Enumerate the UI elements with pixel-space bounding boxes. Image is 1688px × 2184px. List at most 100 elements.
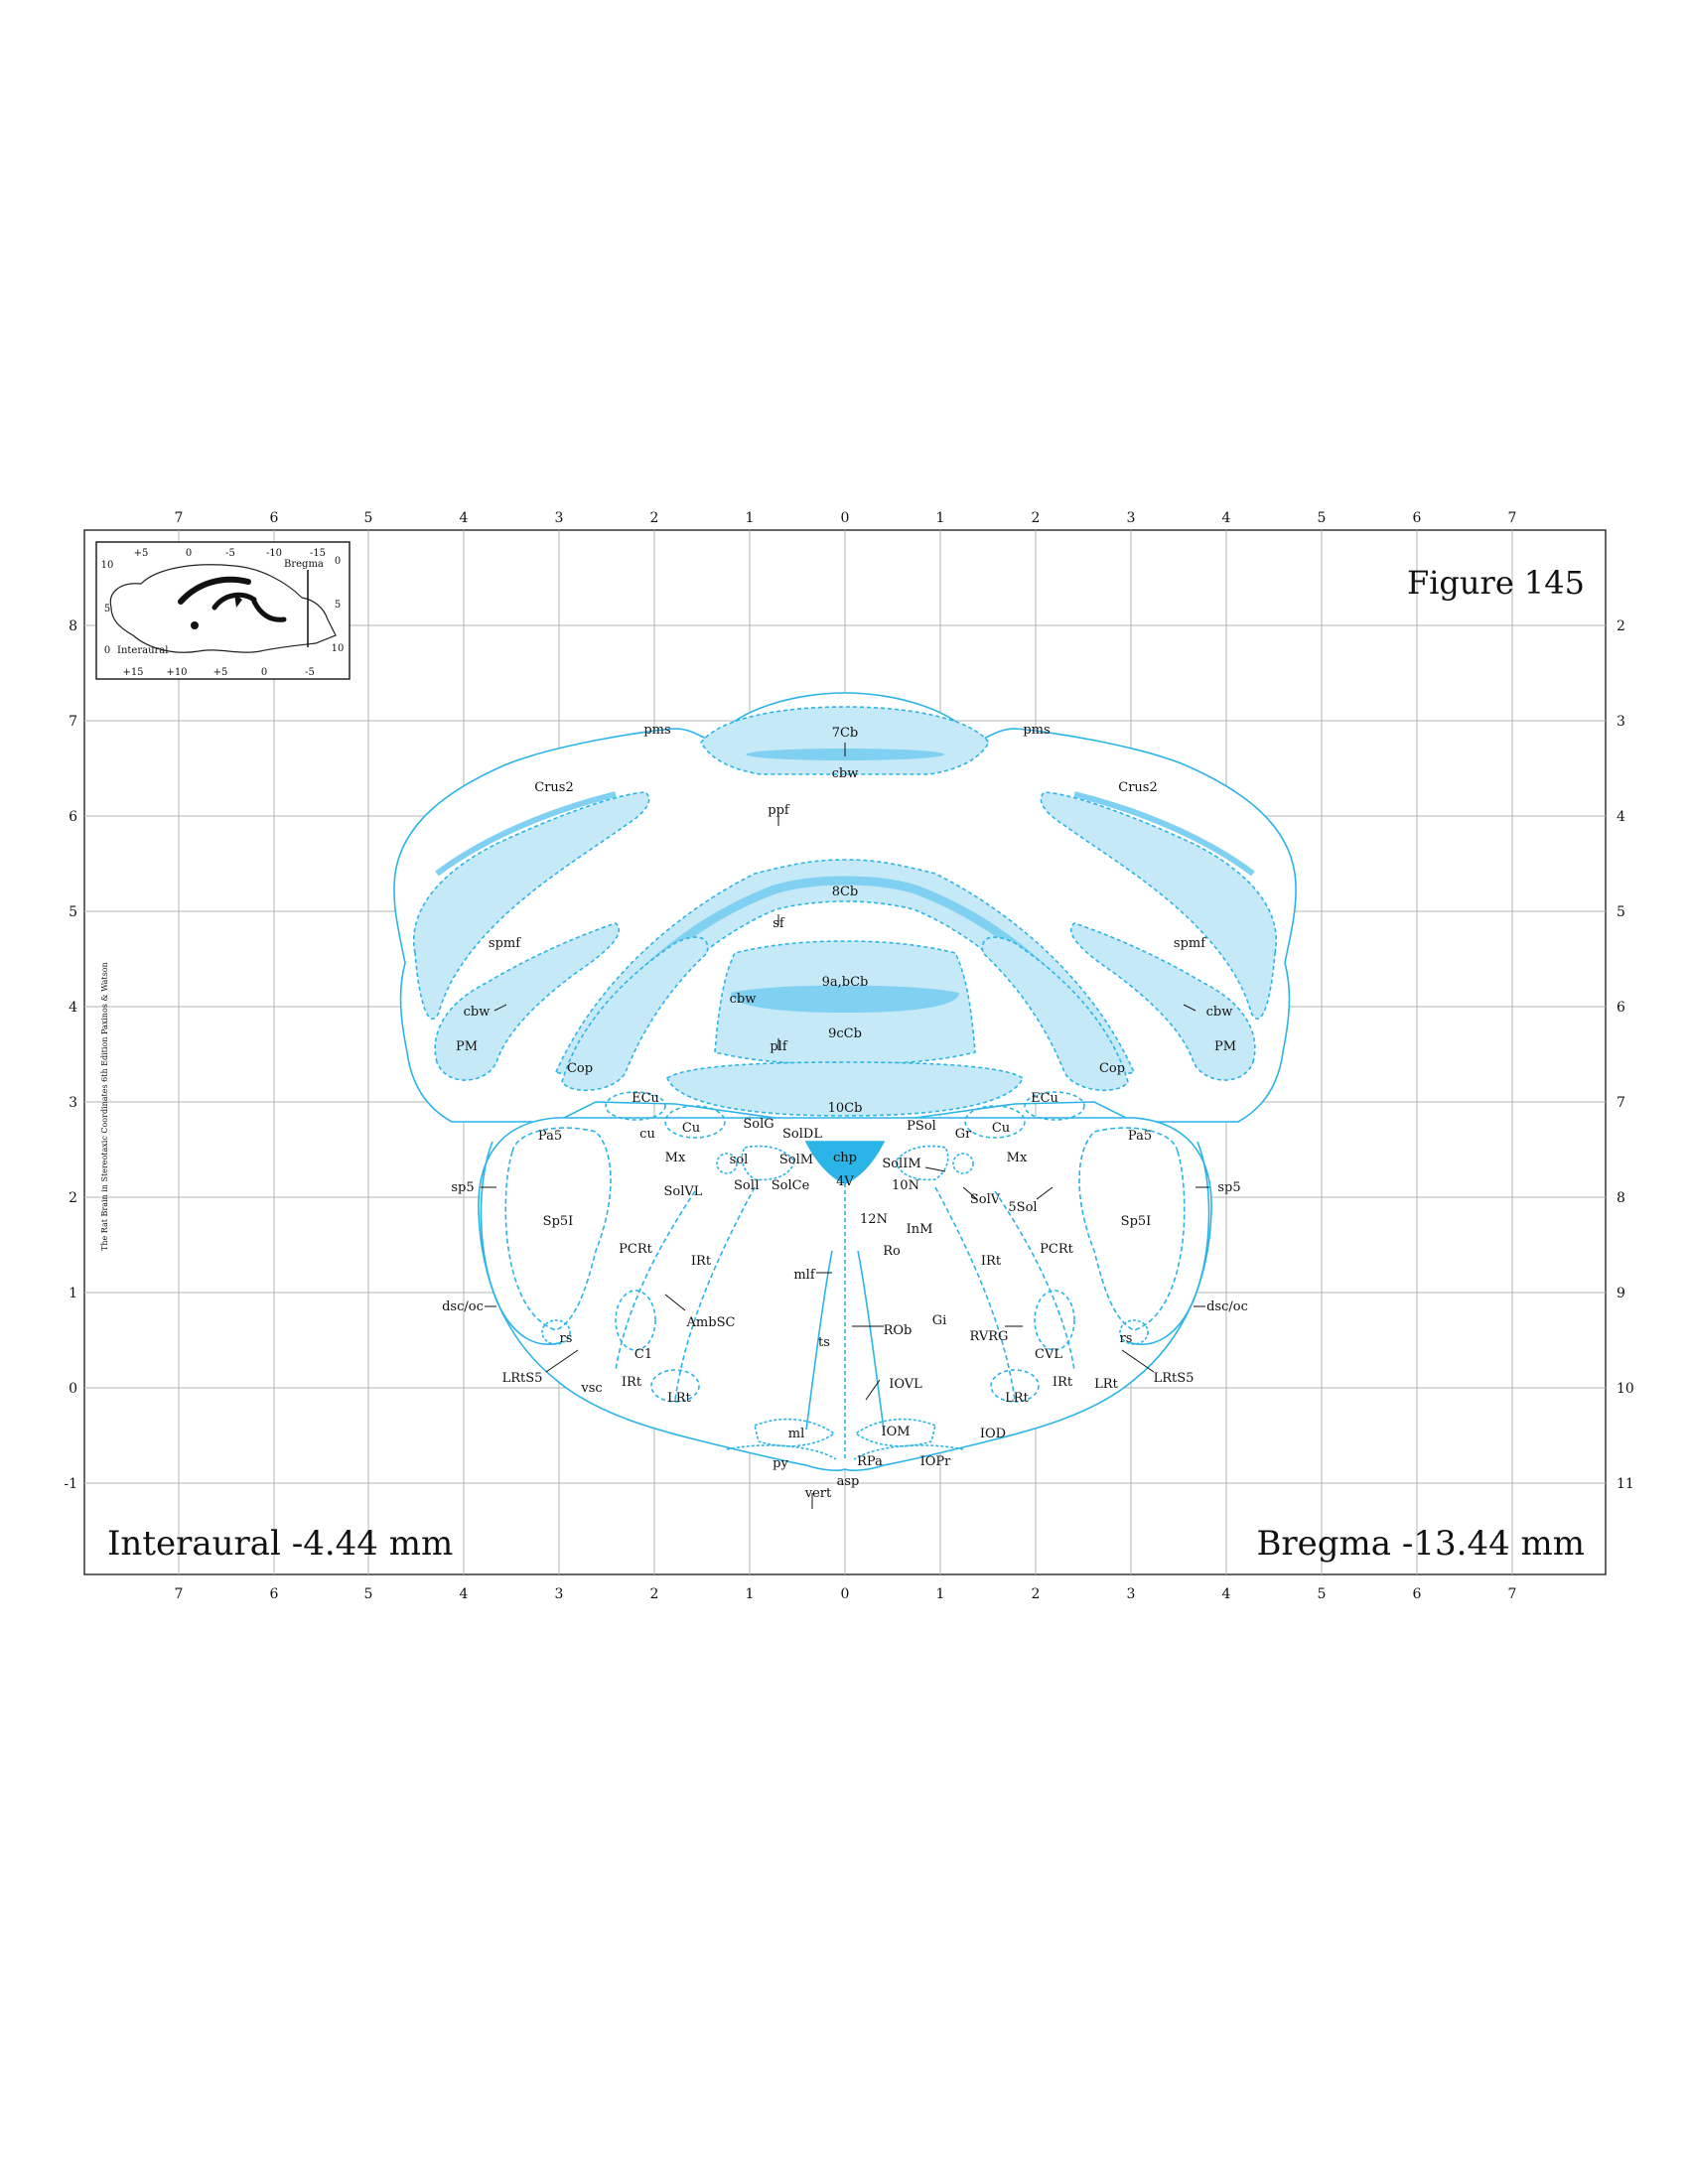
svg-text:+15: +15 (122, 667, 143, 678)
label-iom: IOM (881, 1425, 910, 1439)
tick-label: 2 (1617, 618, 1625, 634)
tick-label: 2 (69, 1190, 77, 1206)
label-lrt-left: LRt (667, 1391, 691, 1406)
tick-label: 1 (746, 510, 755, 526)
label-irt-left: IRt (691, 1254, 712, 1269)
label-rvrg: RVRG (970, 1329, 1009, 1344)
tick-label: 5 (69, 904, 77, 920)
medulla (478, 1091, 1212, 1471)
label-chp: chp (833, 1151, 857, 1165)
inset-bregma-label: Bregma (284, 559, 324, 570)
svg-text:-10: -10 (266, 548, 282, 559)
label-lrt-right: LRt (1005, 1391, 1029, 1406)
tick-label: 2 (650, 1586, 659, 1602)
label-c1: C1 (634, 1347, 652, 1362)
bottom-axis-ticks: 7 6 5 4 3 2 1 0 1 2 3 4 5 6 7 (175, 1586, 1517, 1602)
tick-label: 4 (460, 1586, 469, 1602)
tick-label: 5 (1318, 510, 1327, 526)
label-cu-right: Cu (992, 1121, 1010, 1136)
tick-label: 6 (1617, 1000, 1625, 1016)
label-10n: 10N (892, 1178, 919, 1193)
structure-labels: pms pms 7Cb cbw Crus2 Crus2 ppf 8Cb spmf… (442, 723, 1248, 1501)
label-solim: SolIM (882, 1157, 920, 1171)
tick-label: 3 (555, 510, 564, 526)
label-8cb: 8Cb (832, 885, 859, 899)
credit-line: The Rat Brain in Stereotaxic Coordinates… (100, 962, 109, 1251)
fourth-ventricle (804, 1141, 886, 1184)
tick-label: 1 (936, 1586, 945, 1602)
label-dscoc-right: dsc/oc (1206, 1299, 1248, 1314)
label-pm-left: PM (456, 1039, 478, 1054)
label-solv: SolV (970, 1192, 1001, 1207)
label-iod: IOD (980, 1427, 1006, 1441)
label-cop-left: Cop (567, 1061, 593, 1076)
svg-text:10: 10 (101, 560, 114, 571)
tick-label: 7 (1508, 1586, 1517, 1602)
label-lrts5-left: LRtS5 (502, 1371, 543, 1386)
label-gr: Gr (955, 1127, 972, 1142)
label-plf: plf (770, 1039, 787, 1054)
label-ambsc: AmbSC (686, 1315, 736, 1330)
cop-right (981, 936, 1129, 1092)
sagittal-inset: Bregma Interaural +5 0 -5 -10 -15 +15 +1… (95, 541, 351, 680)
tick-label: 7 (69, 714, 77, 730)
tick-label: 2 (650, 510, 659, 526)
tick-label: 9 (1617, 1286, 1625, 1301)
label-mx-left: Mx (665, 1151, 686, 1165)
svg-text:10: 10 (332, 643, 345, 654)
label-spmf-right: spmf (1174, 936, 1206, 951)
label-py: py (773, 1456, 788, 1471)
tick-label: 0 (841, 510, 850, 526)
label-sp5-left: sp5 (451, 1180, 474, 1195)
tick-label: 7 (175, 1586, 184, 1602)
pm-right (1069, 922, 1256, 1081)
label-cbw-right: cbw (1206, 1005, 1233, 1020)
right-axis-ticks: 2 3 4 5 6 7 8 9 10 11 (1617, 618, 1634, 1492)
sp5i-right (1078, 1127, 1186, 1331)
svg-text:+5: +5 (213, 667, 228, 678)
tick-label: 4 (1617, 809, 1625, 825)
label-iopr: IOPr (920, 1454, 952, 1469)
cerebellum (393, 692, 1297, 1123)
svg-text:+5: +5 (134, 548, 149, 559)
tick-label: 0 (841, 1586, 850, 1602)
svg-text:5: 5 (335, 600, 341, 611)
label-irt2-left: IRt (622, 1375, 642, 1390)
crus2-right (1040, 791, 1277, 1020)
label-rob: ROb (884, 1323, 913, 1338)
label-7cb: 7Cb (832, 726, 859, 741)
tick-label: 4 (460, 510, 469, 526)
label-ts: ts (818, 1335, 830, 1350)
tick-label: 6 (270, 1586, 279, 1602)
svg-text:+10: +10 (166, 667, 187, 678)
tick-label: 11 (1617, 1476, 1634, 1492)
label-sol: sol (730, 1153, 749, 1167)
tick-label: 1 (69, 1286, 77, 1301)
label-ecu-left: ECu (632, 1091, 659, 1106)
label-irt-right: IRt (981, 1254, 1002, 1269)
tick-label: 5 (364, 1586, 373, 1602)
tick-label: 5 (1617, 904, 1625, 920)
label-lrts5-right: LRtS5 (1154, 1371, 1195, 1386)
left-axis-ticks: 8 7 6 5 4 3 2 1 0 -1 (64, 618, 77, 1492)
tick-label: 3 (69, 1095, 77, 1111)
label-cbw-left: cbw (464, 1005, 491, 1020)
tick-label: 1 (936, 510, 945, 526)
label-pcrt-right: PCRt (1040, 1242, 1073, 1257)
sp5-left (480, 1141, 563, 1345)
label-psol: PSol (907, 1119, 936, 1134)
inset-interaural-label: Interaural (117, 645, 168, 656)
label-cu-small: cu (639, 1127, 655, 1142)
tick-label: 10 (1617, 1381, 1634, 1397)
svg-text:-5: -5 (305, 667, 315, 678)
label-cop-right: Cop (1099, 1061, 1125, 1076)
label-ecu-right: ECu (1031, 1091, 1058, 1106)
label-9ccb: 9cCb (828, 1026, 862, 1041)
label-rs-right: rs (1120, 1331, 1133, 1346)
bregma-coordinate: Bregma -13.44 mm (1256, 1524, 1585, 1564)
tick-label: 4 (1222, 1586, 1231, 1602)
label-ml: ml (788, 1427, 805, 1441)
lobule-10cb (666, 1061, 1024, 1117)
label-ro: Ro (883, 1244, 901, 1259)
